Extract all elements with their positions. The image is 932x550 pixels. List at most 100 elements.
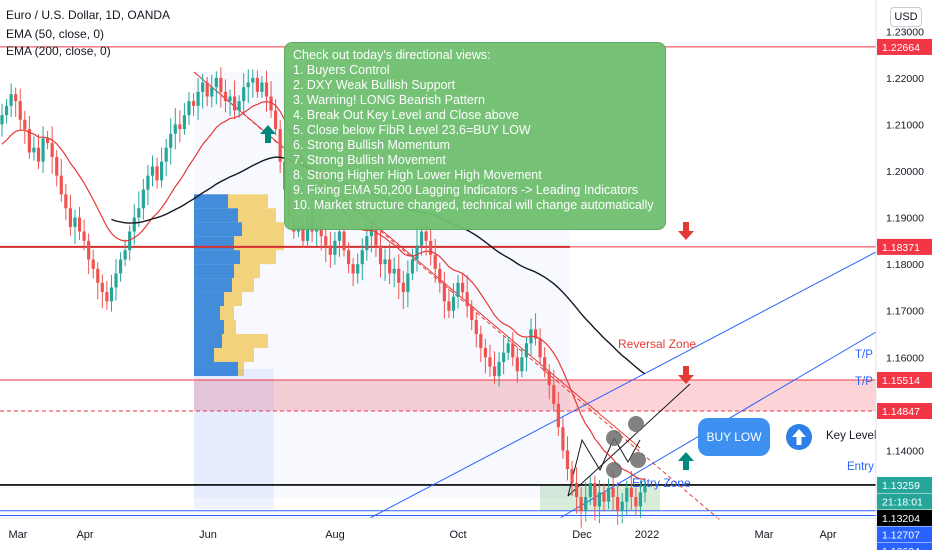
candle-bear (483, 348, 487, 358)
x-tick-label: Aug (325, 529, 345, 541)
candle-bull (360, 250, 364, 265)
candle-bear (556, 403, 560, 428)
y-tick-label: 1.23000 (886, 26, 924, 38)
candle-bear (269, 96, 273, 111)
profile-bar-buy (194, 236, 234, 251)
x-tick-label: Mar (755, 529, 774, 541)
candle-bear (319, 226, 323, 237)
down-arrow-icon (678, 366, 694, 384)
candle-bear (465, 292, 469, 307)
candle-bull (251, 77, 255, 83)
x-tick-label: Apr (76, 529, 93, 541)
candle-bear (191, 101, 196, 106)
candle-bear (59, 175, 63, 195)
ema50-legend[interactable]: EMA (50, close, 0) (6, 27, 105, 41)
candle-bull (597, 492, 601, 507)
candle-bull (228, 96, 232, 102)
candle-bear (579, 497, 583, 512)
y-tick-label: 1.19000 (886, 213, 924, 225)
candle-bull (246, 82, 250, 88)
price-label-box (877, 403, 932, 420)
candle-bear (264, 82, 269, 97)
price-label-box (877, 493, 932, 510)
note-item: 9. Fixing EMA 50,200 Lagging Indicators … (293, 183, 639, 197)
candle-bear (488, 357, 492, 367)
candle-bear (470, 306, 474, 321)
candle-bear (602, 492, 606, 502)
candle-bear (447, 301, 451, 311)
profile-bar-sell (234, 236, 284, 251)
x-tick-label: Dec (572, 529, 592, 541)
candle-bear (18, 101, 22, 120)
candle-bull (187, 101, 191, 116)
annotation-labels: Reversal Zone Entry Zone Key Level Entry T/P… (618, 337, 877, 490)
y-tick-label: 1.17000 (886, 306, 924, 318)
candle-bear (429, 240, 433, 255)
candle-bear (515, 357, 519, 372)
note-item: 2. DXY Weak Bullish Support (293, 78, 456, 92)
key-level-label: Key Level (826, 430, 877, 442)
price-label-text: 1.12707 (882, 529, 920, 541)
profile-bar-buy (194, 264, 234, 279)
candle-bull (150, 166, 155, 176)
candle-bull (160, 161, 164, 181)
price-label-text: 1.18371 (882, 242, 920, 254)
candle-bear (105, 292, 109, 302)
candle-bull (137, 208, 141, 218)
profile-bar-sell (214, 347, 254, 362)
candle-bear (278, 129, 282, 162)
y-tick-label: 1.21000 (886, 119, 924, 131)
candle-bear (397, 268, 401, 283)
candle-bull (588, 483, 592, 498)
up-arrow-icon (678, 452, 694, 470)
buy-low-callout[interactable]: BUY LOW (698, 418, 770, 456)
profile-bar-sell (222, 334, 268, 349)
zone-reversal-zone (194, 379, 876, 412)
candle-bull (201, 82, 205, 92)
candle-bear (301, 226, 305, 241)
candle-bear (255, 77, 259, 92)
candle-bull (625, 487, 629, 502)
candle-bull (123, 250, 127, 260)
candle-bear (616, 497, 620, 512)
candle-bear (178, 124, 182, 130)
candle-bull (0, 115, 4, 125)
candle-bear (155, 166, 159, 181)
up-arrow-circle-icon[interactable] (786, 424, 812, 450)
price-axis: 1.23000 1.22000 1.21000 1.20000 1.19000 1.180… (877, 26, 932, 550)
candle-bull (260, 82, 264, 92)
candle-bear (64, 194, 68, 209)
candle-bear (87, 240, 91, 260)
candle-bull (456, 282, 460, 297)
note-item: 5. Close below FibR Level 23.6=BUY LOW (293, 123, 531, 137)
note-item: 10. Market structure changed, technical … (293, 198, 654, 212)
candle-bull (73, 217, 77, 227)
price-label-text: 1.14847 (882, 406, 920, 418)
candle-bull (4, 105, 9, 116)
profile-bar-sell (240, 250, 276, 265)
down-arrow-icon (678, 222, 694, 240)
reversal-zone-label: Reversal Zone (618, 337, 696, 351)
candle-bear (96, 268, 100, 283)
candle-bull (406, 273, 410, 293)
price-label-text: 1.13259 (882, 480, 920, 492)
profile-bar-sell (234, 264, 260, 279)
candle-bull (524, 343, 529, 358)
profile-bar-sell (224, 292, 242, 307)
candle-bear (346, 250, 351, 265)
candle-bull (41, 138, 45, 162)
directional-views-note[interactable]: Check out today's directional views: 1. … (284, 42, 666, 230)
y-tick-label: 1.22000 (886, 73, 924, 85)
entry-zone-label: Entry Zone (632, 476, 691, 490)
ema200-legend[interactable]: EMA (200, close, 0) (6, 44, 111, 58)
candle-bear (424, 231, 428, 241)
candle-bear (543, 357, 547, 372)
pivot-circle-icon (630, 452, 646, 468)
candle-bear (438, 268, 442, 283)
candle-bear (460, 282, 465, 293)
candle-bull (109, 287, 114, 302)
candle-bear (274, 110, 278, 130)
y-tick-label: 1.14000 (886, 445, 924, 457)
currency-button[interactable]: USD (890, 7, 922, 27)
candle-bear (50, 143, 54, 158)
